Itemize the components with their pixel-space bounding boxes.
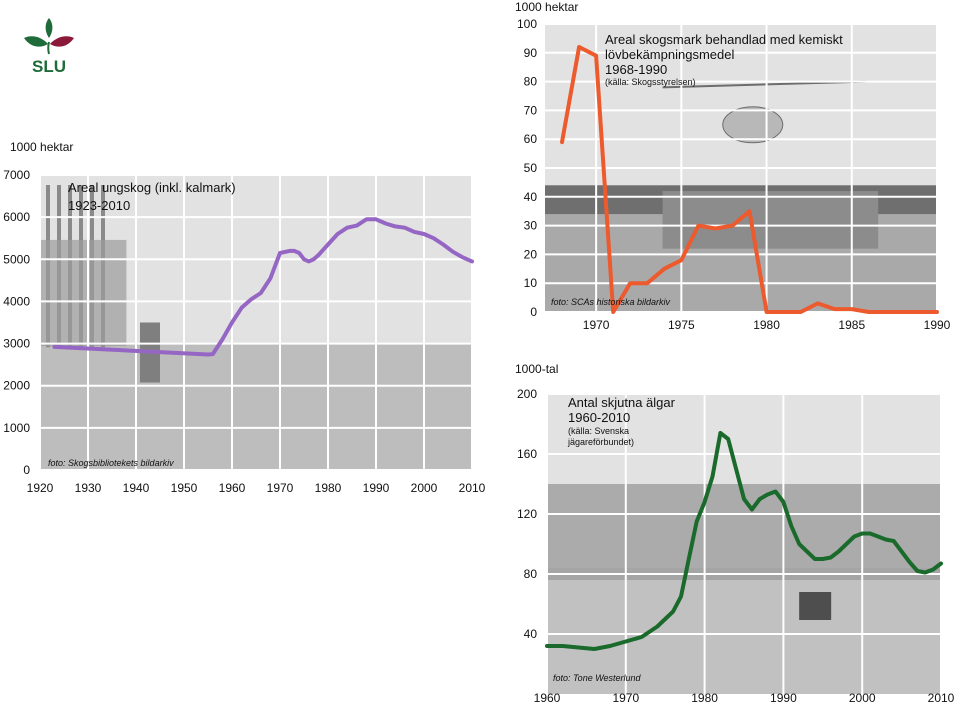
x-tick-label: 1985: [838, 318, 865, 332]
y-tick-label: 5000: [3, 252, 30, 266]
x-tick-label: 1920: [27, 481, 54, 495]
chart-title-line: Areal ungskog (inkl. kalmark): [68, 180, 236, 195]
x-tick-label: 1970: [267, 481, 294, 495]
y-tick-label: 50: [524, 161, 538, 175]
series-line: [560, 45, 939, 314]
y-tick-label: 200: [517, 387, 537, 401]
x-tick-label: 1960: [534, 691, 561, 705]
x-tick-label: 1970: [612, 691, 639, 705]
logo-text: SLU: [32, 57, 66, 76]
photo-ground: [40, 343, 472, 470]
y-tick-label: 3000: [3, 337, 30, 351]
photo-truck: [662, 191, 879, 249]
x-tick-label: 1970: [583, 318, 610, 332]
chart-title-line: 1960-2010: [568, 410, 630, 425]
y-tick-label: 2000: [3, 379, 30, 393]
unit-label: 1000-tal: [515, 362, 558, 376]
x-tick-label: 1980: [691, 691, 718, 705]
photo-helicopter: [722, 106, 784, 144]
y-tick-label: 70: [524, 103, 538, 117]
y-tick-label: 30: [524, 219, 538, 233]
unit-label: 1000 hektar: [515, 0, 578, 14]
y-tick-label: 90: [524, 46, 538, 60]
chart-areal-ungskog: 1000 hektar 1920 1930 1940 1950 1960 1970 1980 1…: [3, 140, 486, 495]
y-tick-label: 0: [530, 305, 537, 319]
y-tick-label: 0: [23, 463, 30, 477]
source-label: (källa: Skogsstyrelsen): [605, 77, 696, 87]
x-tick-label: 2010: [928, 691, 955, 705]
y-tick-label: 100: [517, 17, 537, 31]
chart-title-line: Areal skogsmark behandlad med kemiskt: [605, 32, 843, 47]
x-tick-label: 1990: [924, 318, 951, 332]
x-tick-label: 1930: [75, 481, 102, 495]
y-tick-label: 40: [524, 190, 538, 204]
photo-credit: foto: Skogsbibliotekets bildarkiv: [48, 458, 174, 468]
x-tick-label: 1990: [770, 691, 797, 705]
chart-title-line: 1968-1990: [605, 62, 667, 77]
y-tick-label: 160: [517, 447, 537, 461]
series-line: [52, 217, 474, 357]
chart-kemisk-behandling: 1000 hektar 1970 1975 1980 1985 1990 0 10 20 30 40…: [515, 0, 951, 332]
chart-title-line: 1923-2010: [68, 198, 130, 213]
slu-leaf-icon: SLU: [24, 18, 74, 76]
y-tick-label: 7000: [3, 168, 30, 182]
photo-credit: foto: Tone Westerlund: [553, 673, 642, 683]
y-tick-label: 80: [524, 75, 538, 89]
x-tick-label: 1960: [219, 481, 246, 495]
y-tick-label: 80: [524, 567, 538, 581]
x-tick-label: 1980: [753, 318, 780, 332]
background-photo: [40, 175, 472, 470]
y-tick-label: 120: [517, 507, 537, 521]
chart-skjutna-algar: 1000-tal 1960 1970 1980 1990 2000 2010 40 80 120 1…: [515, 362, 955, 705]
source-label: (källa: Svenska: [568, 426, 629, 436]
slu-logo: SLU: [18, 14, 80, 76]
y-tick-label: 4000: [3, 294, 30, 308]
y-tick-label: 40: [524, 627, 538, 641]
chart-title-line: Antal skjutna älgar: [568, 395, 676, 410]
x-tick-label: 1975: [668, 318, 695, 332]
photo-ground: [547, 568, 941, 694]
chart-title-line: lövbekämpningsmedel: [605, 47, 734, 62]
grid: [546, 393, 942, 694]
x-tick-label: 2000: [849, 691, 876, 705]
x-tick-label: 1980: [315, 481, 342, 495]
series-line: [545, 431, 943, 651]
unit-label: 1000 hektar: [10, 140, 73, 154]
y-tick-label: 60: [524, 132, 538, 146]
y-tick-label: 20: [524, 247, 538, 261]
x-tick-label: 1950: [171, 481, 198, 495]
photo-moose: [799, 592, 832, 620]
y-tick-label: 10: [524, 276, 538, 290]
x-tick-label: 1990: [363, 481, 390, 495]
source-label: jägareförbundet): [567, 437, 634, 447]
x-tick-label: 2000: [411, 481, 438, 495]
x-tick-label: 1940: [123, 481, 150, 495]
x-tick-label: 2010: [459, 481, 486, 495]
photo-credit: foto: SCAs historiska bildarkiv: [551, 297, 671, 307]
y-tick-label: 1000: [3, 421, 30, 435]
photo-tree-canopy: [40, 239, 127, 347]
y-tick-label: 6000: [3, 210, 30, 224]
